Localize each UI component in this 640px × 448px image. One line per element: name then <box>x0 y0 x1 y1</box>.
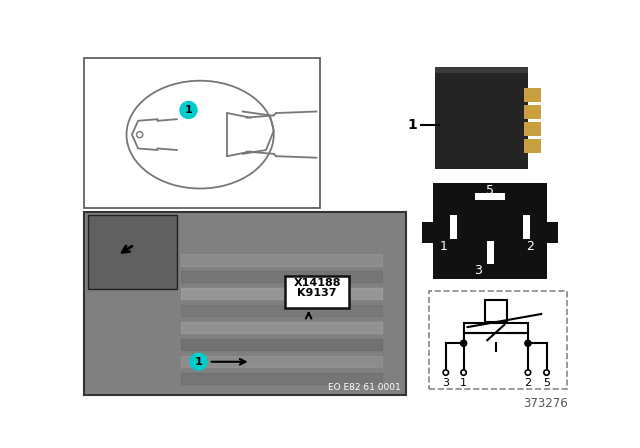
Text: 5: 5 <box>486 184 494 197</box>
Circle shape <box>190 353 207 370</box>
Bar <box>88 215 177 289</box>
Circle shape <box>136 132 143 138</box>
Ellipse shape <box>127 81 274 189</box>
Circle shape <box>525 370 531 375</box>
Text: 2: 2 <box>524 378 531 388</box>
Text: 5: 5 <box>543 378 550 388</box>
Bar <box>524 215 531 238</box>
Circle shape <box>544 370 549 375</box>
Text: 1: 1 <box>184 105 193 115</box>
Bar <box>450 215 457 238</box>
Text: K9137: K9137 <box>298 288 337 298</box>
Bar <box>285 276 349 308</box>
Bar <box>476 193 505 200</box>
Circle shape <box>461 370 467 375</box>
Text: 3: 3 <box>442 378 449 388</box>
Bar <box>524 88 541 102</box>
Bar <box>487 241 494 264</box>
Bar <box>524 122 541 136</box>
Bar <box>524 105 541 119</box>
Bar <box>422 222 433 243</box>
Circle shape <box>525 340 531 346</box>
Text: 2: 2 <box>526 240 534 253</box>
Bar <box>463 323 528 332</box>
Text: 1: 1 <box>408 118 417 132</box>
Circle shape <box>443 370 449 375</box>
Bar <box>84 58 320 208</box>
Text: EO E82 61 0001: EO E82 61 0001 <box>328 383 401 392</box>
Text: X14188: X14188 <box>293 278 341 288</box>
Circle shape <box>461 340 467 346</box>
Bar <box>524 139 541 153</box>
Text: 1: 1 <box>440 240 447 253</box>
Bar <box>547 222 558 243</box>
Circle shape <box>180 102 197 118</box>
Text: 1: 1 <box>460 378 467 388</box>
Text: 3: 3 <box>474 263 481 276</box>
Bar <box>84 211 406 395</box>
Bar <box>435 67 528 73</box>
Bar <box>429 291 566 389</box>
Text: 1: 1 <box>195 357 202 367</box>
Bar <box>435 73 528 169</box>
Bar <box>433 183 547 280</box>
Bar <box>485 300 507 322</box>
Text: 373276: 373276 <box>524 397 568 410</box>
